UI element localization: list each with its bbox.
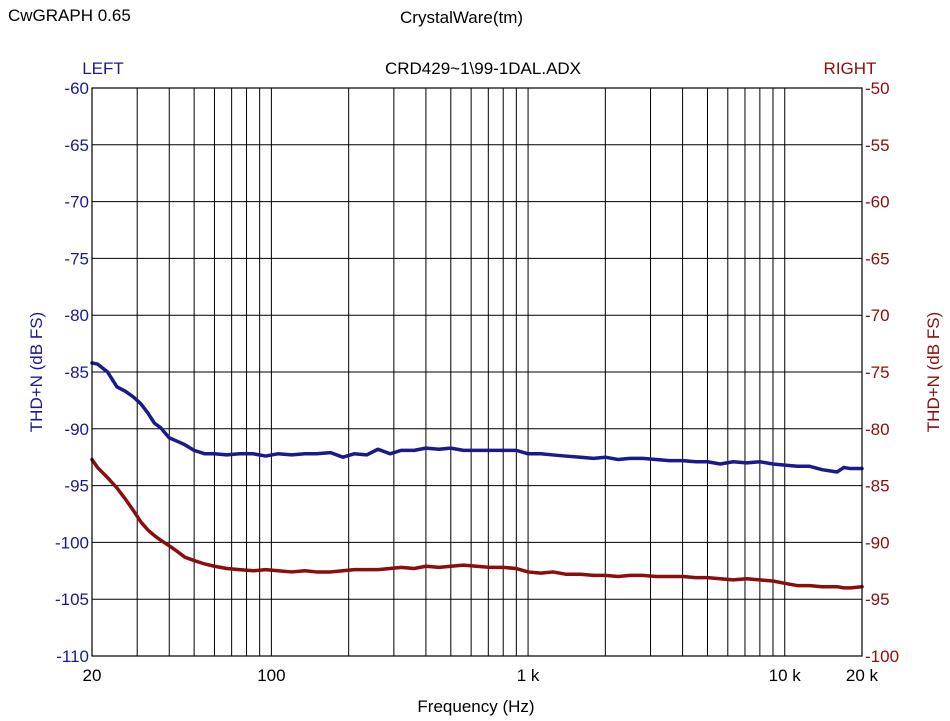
left-tick-label: -95 [64,477,89,496]
app-name: CwGRAPH 0.65 [8,6,131,25]
series-line-right [90,457,864,590]
chart-title: CRD429~1\99-1DAL.ADX [385,59,581,78]
right-tick-label: -50 [865,79,890,98]
left-tick-label: -60 [64,79,89,98]
left-tick-label: -90 [64,420,89,439]
x-tick-label: 10 k [769,666,802,685]
right-tick-label: -100 [865,647,899,666]
grid [92,88,862,656]
left-tick-label: -75 [64,249,89,268]
x-tick-label: 20 [83,666,102,685]
left-tick-label: -85 [64,363,89,382]
right-tick-label: -70 [865,306,890,325]
series-layer [90,361,864,590]
right-axis-label: THD+N (dB FS) [924,312,943,432]
series-line-left [90,361,864,474]
right-tick-label: -80 [865,420,890,439]
ticks: -60 -65 -70 -75 -80 -85 -90 -95 -100 -105 -110 -50 -… [55,79,899,685]
left-axis-label: THD+N (dB FS) [27,312,46,432]
plot-frame [91,87,863,657]
left-tick-label: -105 [55,590,89,609]
left-tick-label: -80 [64,306,89,325]
x-tick-label: 1 k [517,666,540,685]
x-tick-label: 20 k [846,666,879,685]
right-tick-label: -55 [865,136,890,155]
x-tick-label: 100 [257,666,285,685]
left-tick-label: -65 [64,136,89,155]
left-axis-header: LEFT [82,59,124,78]
right-tick-label: -75 [865,363,890,382]
left-tick-label: -110 [56,647,89,666]
right-tick-label: -65 [865,249,890,268]
left-tick-label: -100 [55,533,89,552]
right-tick-label: -90 [865,533,890,552]
right-tick-label: -95 [865,590,890,609]
right-axis-header: RIGHT [824,59,877,78]
left-tick-label: -70 [64,193,89,212]
right-tick-label: -60 [865,193,890,212]
vendor-name: CrystalWare(tm) [400,8,524,27]
right-tick-label: -85 [865,477,890,496]
x-axis-label: Frequency (Hz) [417,697,534,716]
